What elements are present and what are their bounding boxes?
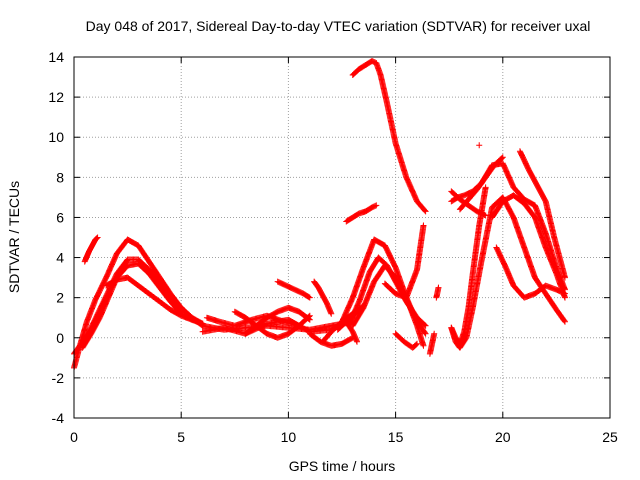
data-point (413, 341, 420, 348)
data-point (414, 340, 421, 347)
x-tick-label: 10 (281, 429, 297, 445)
data-point (476, 142, 483, 149)
series-track-23 (343, 202, 380, 225)
series-track-10 (242, 304, 313, 337)
data-point (354, 338, 361, 345)
y-tick-label: 6 (56, 209, 64, 225)
series-track-24 (426, 330, 438, 357)
x-tick-label: 5 (177, 429, 185, 445)
data-point (305, 316, 312, 323)
y-tick-label: 0 (56, 330, 64, 346)
x-tick-label: 25 (602, 429, 618, 445)
data-point (435, 284, 442, 291)
series-track-3 (79, 260, 206, 351)
data-point (482, 212, 489, 219)
data-point (561, 317, 568, 324)
data-point (421, 329, 428, 336)
data-point (481, 211, 488, 218)
series-track-11 (274, 278, 313, 301)
series-track-32 (493, 244, 568, 301)
data-point (431, 330, 438, 337)
series-track-5 (103, 274, 206, 327)
data-point (421, 321, 428, 328)
data-point (422, 208, 429, 215)
data-point (93, 235, 100, 242)
y-tick-label: 8 (56, 169, 64, 185)
y-tick-label: 2 (56, 290, 64, 306)
series-track-31 (489, 192, 568, 301)
data-point (420, 342, 427, 349)
y-tick-label: -2 (52, 370, 65, 386)
grid-lines (74, 57, 610, 418)
x-tick-label: 15 (388, 429, 404, 445)
data-point (421, 207, 428, 214)
data-point (94, 234, 101, 241)
data-point (560, 290, 567, 297)
data-point (561, 318, 568, 325)
y-tick-label: 4 (56, 250, 64, 266)
series-track-21 (392, 330, 421, 351)
series-track-33 (516, 148, 568, 281)
data-point (372, 202, 379, 209)
x-tick-label: 20 (495, 429, 511, 445)
series-track-25 (433, 284, 442, 301)
data-point (422, 322, 429, 329)
series-track-12 (311, 278, 335, 317)
data-point (93, 235, 100, 242)
axis-ticks: 0 5 10 15 20 25 -4 -2 0 2 4 6 8 10 12 14 (48, 49, 618, 445)
x-axis-label: GPS time / hours (289, 458, 396, 474)
plot-frame (73, 56, 611, 419)
series-track-27 (448, 184, 489, 347)
data-points (71, 58, 568, 371)
y-tick-label: -4 (52, 410, 65, 426)
data-point (420, 222, 427, 229)
series-track-34 (476, 142, 483, 149)
y-tick-label: 10 (48, 129, 64, 145)
data-point (373, 202, 380, 209)
data-point (498, 155, 505, 162)
y-axis-label: SDTVAR / TECUs (6, 181, 22, 293)
data-point (328, 310, 335, 317)
data-point (561, 274, 568, 281)
data-point (561, 290, 568, 297)
data-point (482, 184, 489, 191)
data-point (422, 330, 429, 337)
y-tick-label: 12 (48, 89, 64, 105)
data-point (306, 294, 313, 301)
series-track-30 (456, 154, 506, 213)
y-tick-label: 14 (48, 49, 64, 65)
chart-title: Day 048 of 2017, Sidereal Day-to-day VTE… (86, 18, 591, 34)
data-point (305, 294, 312, 301)
data-point (306, 316, 313, 323)
series-track-13 (306, 330, 356, 349)
series-track-4 (81, 234, 101, 265)
x-tick-label: 0 (70, 429, 78, 445)
series-track-22 (349, 58, 429, 215)
data-point (499, 154, 506, 161)
series-track-20 (381, 222, 427, 301)
